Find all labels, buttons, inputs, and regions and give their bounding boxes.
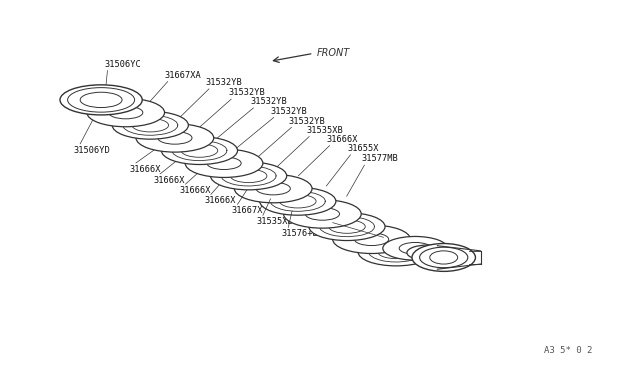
Ellipse shape [211, 162, 287, 190]
Ellipse shape [68, 88, 134, 112]
Ellipse shape [358, 238, 434, 266]
Ellipse shape [355, 233, 388, 246]
Ellipse shape [132, 119, 168, 132]
Text: 31666X: 31666X [205, 196, 236, 205]
Ellipse shape [260, 187, 336, 215]
Ellipse shape [329, 220, 365, 233]
Ellipse shape [429, 251, 458, 264]
Text: 31667XA: 31667XA [164, 71, 202, 80]
Ellipse shape [234, 174, 312, 203]
Text: 31655X: 31655X [348, 144, 379, 153]
Text: 31576+B: 31576+B [282, 229, 319, 238]
Ellipse shape [305, 208, 339, 220]
Text: A3 5* 0 2: A3 5* 0 2 [545, 346, 593, 355]
Ellipse shape [80, 92, 122, 108]
Text: 31535XB: 31535XB [257, 217, 293, 226]
Ellipse shape [60, 85, 142, 115]
Ellipse shape [181, 144, 218, 157]
Ellipse shape [399, 243, 431, 254]
Ellipse shape [256, 182, 291, 195]
Ellipse shape [207, 157, 241, 170]
Text: 31506YC: 31506YC [104, 60, 141, 69]
Ellipse shape [378, 245, 415, 259]
Text: 31535XB: 31535XB [306, 126, 343, 135]
Text: 31645X: 31645X [377, 239, 408, 248]
Ellipse shape [309, 213, 385, 241]
Ellipse shape [417, 248, 439, 257]
Ellipse shape [136, 124, 214, 152]
Ellipse shape [383, 237, 447, 260]
Text: 31532YB: 31532YB [288, 116, 325, 125]
Ellipse shape [333, 225, 410, 253]
Ellipse shape [109, 106, 143, 119]
Text: 31532YB: 31532YB [206, 78, 243, 87]
Ellipse shape [157, 132, 192, 144]
Ellipse shape [280, 195, 316, 208]
Text: 31666X: 31666X [130, 165, 161, 174]
Ellipse shape [412, 244, 476, 272]
Ellipse shape [87, 98, 164, 127]
Text: 31667X: 31667X [231, 206, 262, 215]
Text: 31506YD: 31506YD [74, 146, 111, 155]
Text: 31666X: 31666X [326, 135, 358, 144]
Text: FRONT: FRONT [317, 48, 350, 58]
Ellipse shape [230, 169, 267, 183]
Text: 31532YB: 31532YB [250, 97, 287, 106]
Text: 31532YB: 31532YB [271, 107, 307, 116]
Ellipse shape [407, 245, 449, 260]
Ellipse shape [112, 111, 188, 139]
Ellipse shape [161, 137, 237, 164]
Text: 31666X: 31666X [179, 186, 211, 195]
Text: 31666X: 31666X [154, 176, 185, 185]
Text: 31577MB: 31577MB [361, 154, 398, 163]
Ellipse shape [185, 149, 263, 177]
Ellipse shape [284, 200, 361, 228]
Ellipse shape [420, 247, 468, 268]
Text: 31532YB: 31532YB [228, 88, 265, 97]
